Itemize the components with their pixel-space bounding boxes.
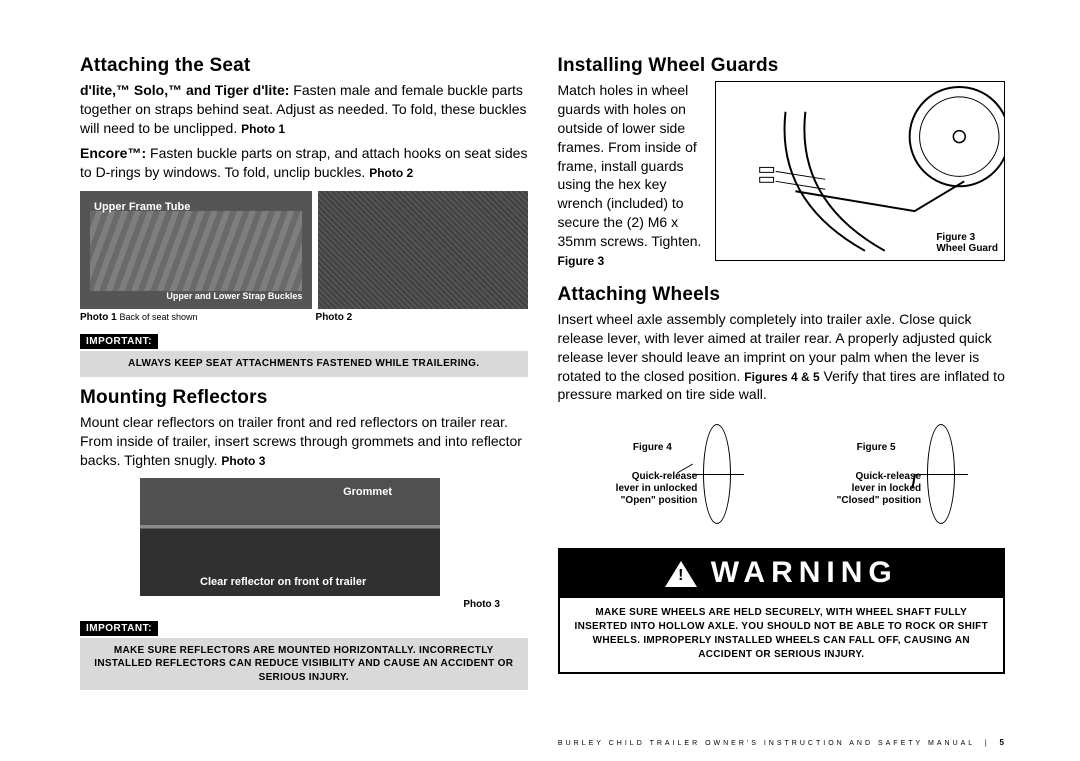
photo1-label-strap-buckles: Upper and Lower Strap Buckles <box>166 291 302 301</box>
photo-row-1-2: Upper Frame Tube Upper and Lower Strap B… <box>80 191 528 309</box>
photo3-label-reflector: Clear reflector on front of trailer <box>200 576 366 588</box>
warning-header: WARNING <box>560 550 1004 598</box>
photo2-caption: Photo 2 <box>316 312 528 323</box>
photo1-caption-sub: Back of seat shown <box>119 312 197 322</box>
figure-3-caption-line1: Figure 3 <box>936 232 998 243</box>
heading-attaching-seat: Attaching the Seat <box>80 55 528 77</box>
important-tag-2: IMPORTANT: <box>80 621 158 636</box>
figure-4-label: Quick-release lever in unlocked "Open" p… <box>607 471 697 507</box>
photo-2 <box>318 191 527 309</box>
reflectors-para-text: Mount clear reflectors on trailer front … <box>80 414 522 468</box>
guards-para-text: Match holes in wheel guards with holes o… <box>558 82 702 249</box>
heading-mounting-reflectors: Mounting Reflectors <box>80 387 528 409</box>
guards-fig-ref: Figure 3 <box>558 254 605 268</box>
figure-4-5-row: Figure 4 Quick-release lever in unlocked… <box>558 414 1006 534</box>
left-column: Attaching the Seat d'lite,™ Solo,™ and T… <box>80 55 528 690</box>
important-block-1: IMPORTANT: ALWAYS KEEP SEAT ATTACHMENTS … <box>80 331 528 377</box>
seat-para2-photo-ref: Photo 2 <box>369 166 413 180</box>
heading-attaching-wheels: Attaching Wheels <box>558 284 1006 306</box>
seat-para1-photo-ref: Photo 1 <box>241 122 285 136</box>
photo1-label-upper-frame: Upper Frame Tube <box>94 201 190 213</box>
seat-para-1: d'lite,™ Solo,™ and Tiger d'lite: Fasten… <box>80 81 528 138</box>
figure-4-caption: Figure 4 <box>607 442 697 453</box>
reflectors-photo-ref: Photo 3 <box>221 454 265 468</box>
right-column: Installing Wheel Guards Figure 3 Wheel G… <box>558 55 1006 690</box>
figure-4-wheel-icon <box>703 424 731 524</box>
footer-page-number: 5 <box>1000 738 1005 747</box>
wheels-fig-ref: Figures 4 & 5 <box>744 370 819 384</box>
warning-header-text: WARNING <box>711 556 898 590</box>
footer-text: BURLEY CHILD TRAILER OWNER'S INSTRUCTION… <box>558 740 975 747</box>
photo3-label-grommet: Grommet <box>343 486 392 498</box>
reflectors-para: Mount clear reflectors on trailer front … <box>80 413 528 470</box>
important-block-2: IMPORTANT: MAKE SURE REFLECTORS ARE MOUN… <box>80 618 528 691</box>
warning-icon <box>665 561 697 587</box>
seat-para-2: Encore™: Fasten buckle parts on strap, a… <box>80 144 528 182</box>
figure-5-label: Quick-release lever in locked "Closed" p… <box>831 471 921 507</box>
wheels-para: Insert wheel axle assembly completely in… <box>558 310 1006 404</box>
seat-para1-lead: d'lite,™ Solo,™ and Tiger d'lite: <box>80 82 289 98</box>
seat-para2-rest: Fasten buckle parts on strap, and attach… <box>80 145 527 180</box>
figure-5: Figure 5 Quick-release lever in locked "… <box>831 414 955 534</box>
figure-5-caption: Figure 5 <box>831 442 921 453</box>
figure-3-caption-line2: Wheel Guard <box>936 243 998 254</box>
photo1-caption: Photo 1 <box>80 312 119 323</box>
warning-box: WARNING MAKE SURE WHEELS ARE HELD SECURE… <box>558 548 1006 674</box>
figure-4: Figure 4 Quick-release lever in unlocked… <box>607 414 731 534</box>
photo-3: Grommet Clear reflector on front of trai… <box>140 478 440 596</box>
page-footer: BURLEY CHILD TRAILER OWNER'S INSTRUCTION… <box>558 738 1005 747</box>
figure-3: Figure 3 Wheel Guard <box>715 81 1005 261</box>
important-body-1: ALWAYS KEEP SEAT ATTACHMENTS FASTENED WH… <box>80 351 528 377</box>
important-tag-1: IMPORTANT: <box>80 334 158 349</box>
seat-para2-lead: Encore™: <box>80 145 146 161</box>
caption-row-1-2: Photo 1 Back of seat shown Photo 2 <box>80 312 528 323</box>
figure-5-wheel-icon <box>927 424 955 524</box>
important-body-2: MAKE SURE REFLECTORS ARE MOUNTED HORIZON… <box>80 638 528 691</box>
photo3-caption: Photo 3 <box>140 599 500 610</box>
page: Attaching the Seat d'lite,™ Solo,™ and T… <box>80 55 1005 690</box>
figure-3-caption: Figure 3 Wheel Guard <box>936 232 998 254</box>
warning-body: MAKE SURE WHEELS ARE HELD SECURELY, WITH… <box>560 598 1004 672</box>
heading-installing-wheel-guards: Installing Wheel Guards <box>558 55 1006 77</box>
photo-1: Upper Frame Tube Upper and Lower Strap B… <box>80 191 312 309</box>
